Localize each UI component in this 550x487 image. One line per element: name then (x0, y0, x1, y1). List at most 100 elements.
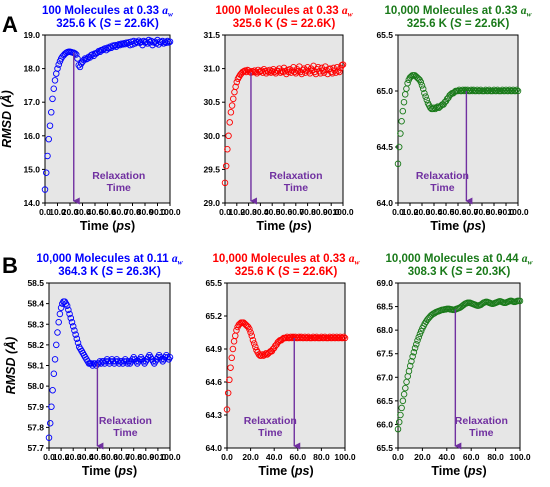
data-point (418, 82, 426, 89)
data-point (513, 86, 521, 94)
data-point (46, 420, 54, 427)
y-tick-label: 29.0 (203, 198, 220, 208)
data-point (49, 95, 56, 103)
data-point (250, 340, 258, 347)
y-tick-label: 57.7 (27, 443, 44, 453)
data-point (224, 145, 231, 153)
relaxation-label: Relaxation (416, 170, 469, 182)
y-tick-label: 31.5 (203, 30, 220, 40)
data-point (45, 135, 53, 143)
chart-title-line: 325.6 K (S = 22.6K) (233, 18, 336, 30)
y-tick-label: 58.2 (27, 340, 44, 350)
data-point (408, 358, 415, 365)
x-tick-label: 100.0 (159, 452, 181, 462)
data-point (406, 362, 414, 370)
x-tick-label: 60.0 (462, 207, 479, 217)
data-point (164, 37, 171, 45)
data-point (397, 130, 404, 137)
data-point (51, 77, 59, 84)
data-point (166, 38, 174, 45)
data-point (398, 404, 405, 412)
data-point (310, 62, 317, 70)
data-point (246, 325, 253, 333)
data-point (116, 41, 124, 49)
data-point (314, 64, 322, 71)
x-tick-label: 40.0 (89, 452, 106, 462)
data-point (516, 297, 524, 305)
data-point (394, 160, 402, 168)
x-tick-label: 100.0 (509, 452, 531, 462)
data-point (41, 186, 49, 193)
data-point (44, 152, 51, 160)
x-tick-label: 40.0 (87, 207, 104, 217)
y-tick-label: 65.0 (376, 86, 393, 96)
y-tick-label: 58.4 (27, 299, 44, 309)
data-point (233, 327, 240, 334)
data-point (338, 61, 346, 69)
plot-area (397, 34, 519, 204)
data-point (229, 345, 237, 353)
x-tick-label: 80.0 (138, 452, 155, 462)
x-tick-label: 30.0 (426, 207, 443, 217)
x-axis-label: Time (ps) (82, 464, 137, 478)
data-point (303, 334, 311, 342)
data-point (304, 64, 311, 71)
x-tick-label: 60.0 (288, 207, 305, 217)
data-point (286, 334, 293, 342)
y-tick-label: 58.3 (27, 319, 44, 329)
data-point (252, 343, 259, 351)
x-tick-label: 90.0 (498, 207, 515, 217)
x-tick-label: 30.0 (74, 207, 91, 217)
data-point (422, 93, 429, 100)
x-tick-label: 0.0 (219, 207, 231, 217)
x-tick-label: 80.0 (137, 207, 154, 217)
data-point (67, 314, 75, 322)
chart-title-line: 325.6 K (S = 22.6K) (235, 266, 338, 278)
data-point (166, 354, 174, 361)
data-point (50, 85, 58, 93)
data-point (73, 335, 81, 342)
data-point (512, 87, 519, 95)
data-point (74, 55, 81, 62)
data-point (399, 107, 407, 115)
chart-title-line: 1000 Molecules at 0.33 aw (215, 5, 353, 19)
data-point (111, 41, 119, 49)
data-point (161, 38, 169, 45)
y-tick-label: 64.9 (205, 344, 222, 354)
data-point (134, 39, 141, 46)
relaxation-label: Relaxation (99, 415, 152, 427)
x-tick-label: 90.0 (150, 452, 167, 462)
y-tick-label: 69.0 (376, 278, 393, 288)
data-point (45, 434, 53, 441)
x-tick-label: 90.0 (149, 207, 166, 217)
x-tick-label: 70.0 (299, 207, 316, 217)
y-tick-label: 14.0 (23, 198, 40, 208)
data-point (55, 61, 63, 68)
x-tick-label: 50.0 (99, 207, 116, 217)
x-tick-label: 10.0 (53, 452, 70, 462)
chart-title-line: 325.6 K (S = 22.6K) (56, 18, 159, 30)
data-point (459, 86, 467, 94)
data-point (484, 87, 492, 95)
data-point (414, 337, 421, 344)
data-point (298, 70, 305, 78)
relaxation-label: Time (284, 182, 308, 194)
y-tick-label: 64.0 (205, 443, 222, 453)
data-point (71, 50, 79, 57)
x-tick-label: 10.0 (402, 207, 419, 217)
relaxation-label: Relaxation (244, 415, 297, 427)
data-point (336, 68, 343, 76)
y-tick-label: 30.5 (203, 97, 220, 107)
data-point (402, 384, 409, 392)
data-point (339, 334, 346, 342)
data-point (421, 89, 428, 97)
data-point (458, 87, 465, 95)
data-point (398, 117, 405, 125)
data-point (48, 109, 55, 116)
data-point (51, 356, 59, 363)
chart-title-line: 364.3 K (S = 26.3K) (58, 266, 161, 278)
data-point (74, 339, 82, 347)
plot-area (44, 34, 171, 204)
relaxation-label: Time (113, 427, 137, 439)
y-tick-label: 64.3 (205, 410, 222, 420)
